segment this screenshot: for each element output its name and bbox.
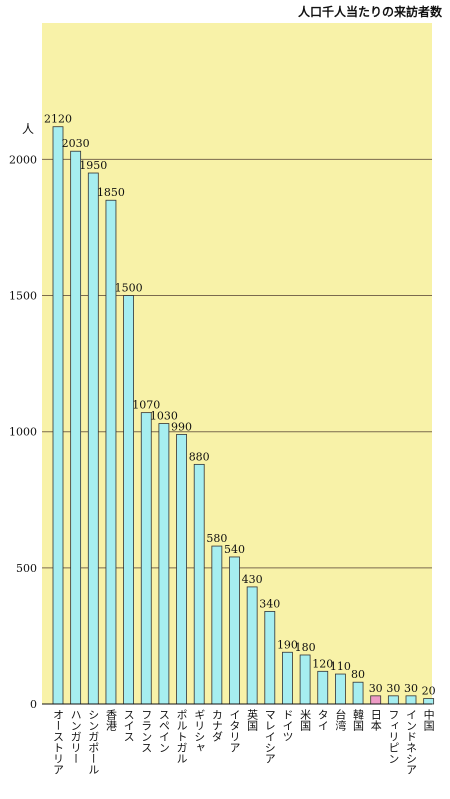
x-category-label: フランス — [140, 709, 153, 753]
y-axis-unit-label: 人 — [22, 122, 34, 136]
bar-20 — [405, 695, 417, 705]
bar-19 — [387, 695, 399, 705]
data-label: 190 — [277, 638, 298, 651]
x-category-label: ドイツ — [281, 709, 294, 742]
bar-13 — [282, 651, 293, 705]
data-label: 2030 — [62, 137, 90, 150]
data-label: 80 — [351, 668, 365, 681]
data-label: 990 — [171, 420, 192, 433]
data-label: 2120 — [44, 113, 72, 126]
bar-11 — [246, 586, 258, 705]
data-label: 540 — [224, 543, 245, 556]
y-axis-ticks: 0 500 1000 1500 2000 — [9, 153, 37, 711]
data-label: 430 — [242, 573, 263, 586]
data-label: 1500 — [115, 282, 143, 295]
x-category-label: ハンガリー — [69, 709, 82, 764]
x-category-label: スイス — [122, 709, 135, 742]
y-tick-label: 500 — [16, 562, 37, 575]
y-tick-label: 1500 — [9, 290, 37, 303]
data-label: 580 — [206, 532, 227, 545]
x-category-label: 米国 — [299, 709, 312, 732]
x-category-label: 台湾 — [334, 708, 347, 732]
x-category-label: インドネシア — [405, 709, 418, 775]
bar-7 — [176, 434, 187, 705]
bar-12 — [264, 611, 276, 705]
data-label: 120 — [312, 657, 333, 670]
bar-1 — [70, 150, 82, 705]
data-label: 110 — [330, 660, 351, 673]
x-category-label: ポルトガル — [175, 709, 188, 764]
bar-9 — [211, 545, 223, 705]
x-category-label: マレイシア — [263, 709, 276, 764]
x-category-label: ギリシャ — [193, 709, 206, 753]
y-tick-label: 0 — [30, 698, 37, 711]
bar-18 — [370, 695, 382, 705]
bar-17 — [352, 681, 364, 705]
bar-0 — [52, 126, 64, 705]
bar-10 — [229, 556, 240, 705]
bar-3 — [105, 199, 117, 705]
data-label: 180 — [295, 641, 316, 654]
x-category-label: スペイン — [157, 709, 170, 753]
data-label: 340 — [259, 597, 280, 610]
x-category-label: 英国 — [246, 708, 259, 732]
x-category-label: 韓国 — [352, 709, 365, 732]
x-category-label: イタリア — [228, 709, 241, 753]
x-category-label: オーストリア — [52, 709, 65, 775]
x-category-label: フィリピン — [387, 709, 400, 764]
bar-4 — [123, 295, 134, 705]
x-axis-categories: オーストリア ハンガリー シンガポール 香港 スイス フランス スペイン ポルトガル ギリシャカ… — [52, 708, 436, 775]
data-label: 1950 — [79, 159, 107, 172]
data-label: 20 — [422, 685, 436, 698]
data-label: 1030 — [150, 410, 178, 423]
x-category-label: 中国 — [422, 709, 435, 732]
data-label: 1850 — [97, 186, 125, 199]
bar-8 — [193, 463, 205, 705]
bar-14 — [299, 654, 311, 705]
bars — [52, 126, 435, 705]
x-category-label: カナダ — [210, 709, 223, 742]
data-labels: 2120203019501850150010701030990880580540… — [44, 113, 436, 698]
x-category-label: 香港 — [104, 709, 117, 731]
bar-21 — [423, 698, 435, 705]
chart-title: 人口千人当たりの来訪者数 — [298, 4, 443, 19]
y-tick-label: 2000 — [9, 153, 37, 166]
y-tick-label: 1000 — [9, 426, 37, 439]
bar-5 — [140, 412, 152, 705]
x-category-label: タイ — [316, 709, 329, 731]
data-label: 30 — [404, 682, 418, 695]
data-label: 1070 — [132, 399, 160, 412]
data-label: 880 — [189, 450, 210, 463]
bar-16 — [334, 673, 346, 705]
x-category-label: シンガポール — [87, 709, 100, 775]
data-label: 30 — [386, 682, 400, 695]
bar-6 — [158, 423, 170, 705]
x-category-label: 日本 — [369, 709, 382, 732]
bar-2 — [87, 172, 99, 705]
bar-15 — [317, 670, 329, 705]
data-label: 30 — [369, 682, 383, 695]
